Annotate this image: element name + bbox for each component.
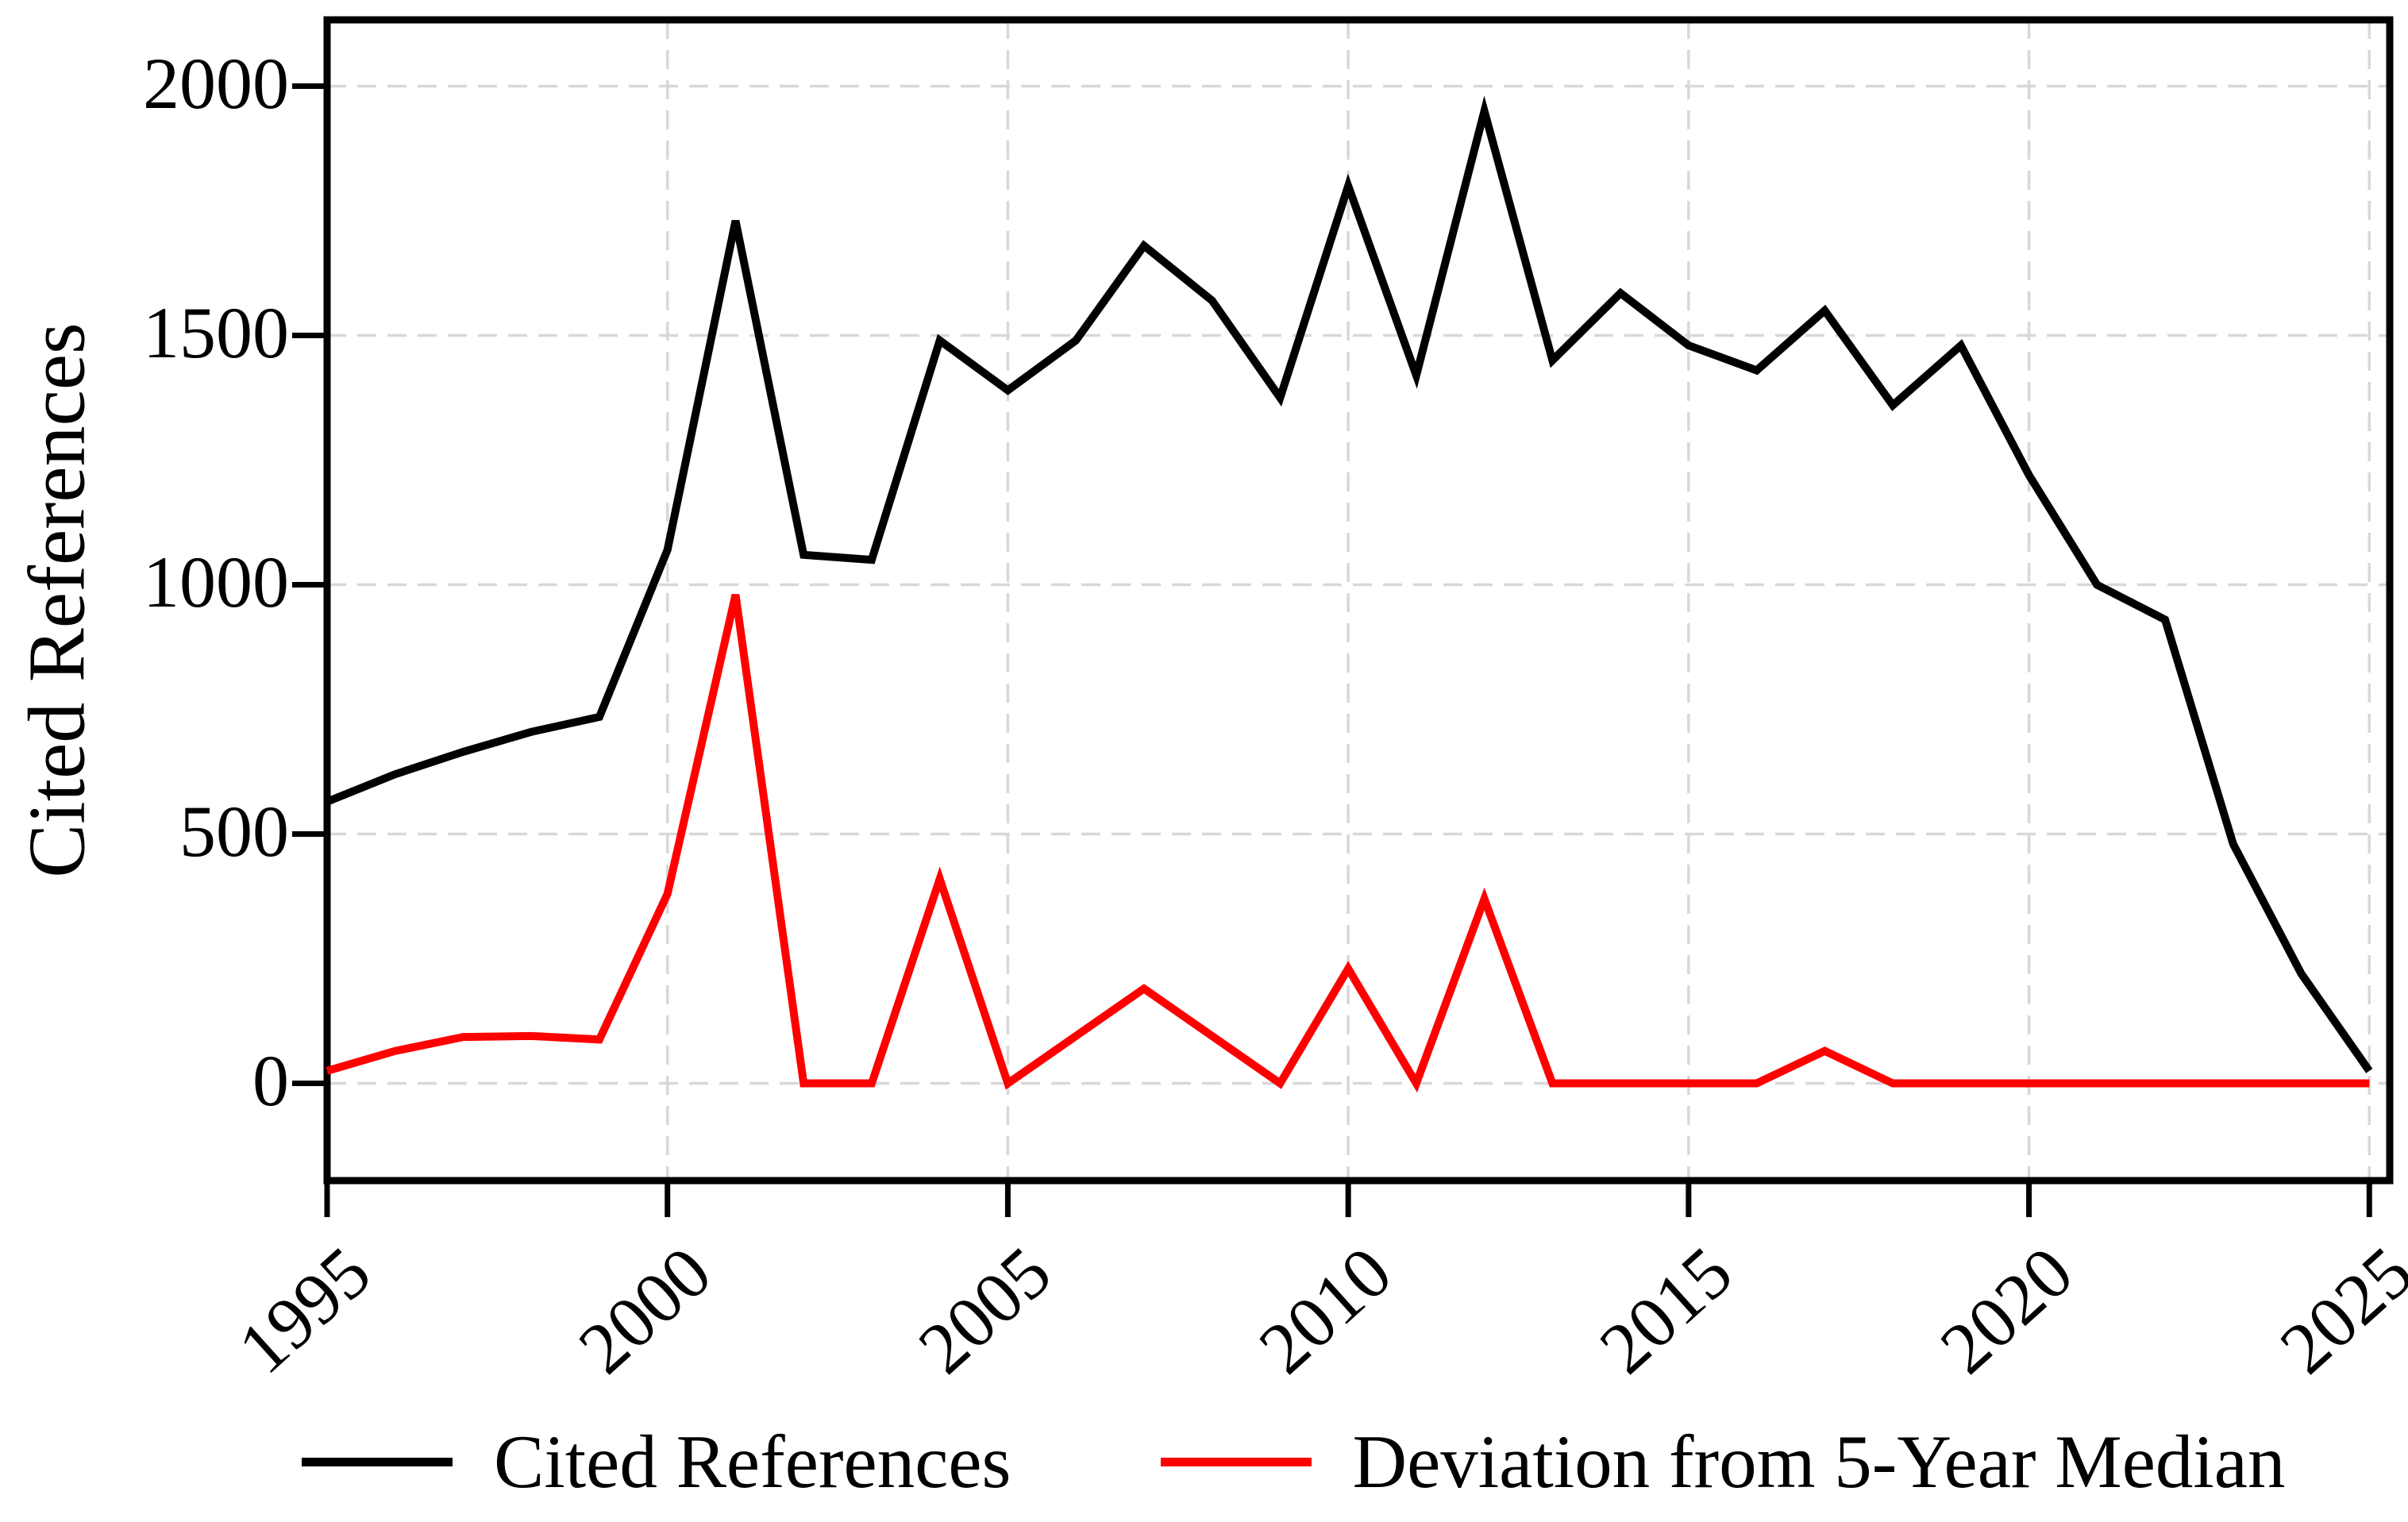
y-tick-label: 0 <box>252 1039 289 1121</box>
legend-entry-deviation: Deviation from 5-Year Median <box>1160 1418 2286 1505</box>
legend-line-sample-black <box>302 1457 453 1466</box>
y-tick-label: 1000 <box>143 541 289 622</box>
plot-border <box>323 16 2394 1185</box>
y-tick-label: 1500 <box>143 291 289 373</box>
y-axis-label: Cited References <box>12 322 102 878</box>
y-tick-label: 2000 <box>143 42 289 124</box>
series-line-deviation <box>326 593 2370 1093</box>
legend: Cited References Deviation from 5-Year M… <box>302 1412 2285 1512</box>
legend-entry-cited-references: Cited References <box>302 1418 1011 1505</box>
series-line-cited-references <box>326 95 2373 1073</box>
legend-line-sample-red <box>1160 1457 1312 1466</box>
y-tick-label: 500 <box>179 790 289 872</box>
legend-label: Cited References <box>494 1420 1011 1504</box>
legend-label: Deviation from 5-Year Median <box>1352 1420 2286 1504</box>
